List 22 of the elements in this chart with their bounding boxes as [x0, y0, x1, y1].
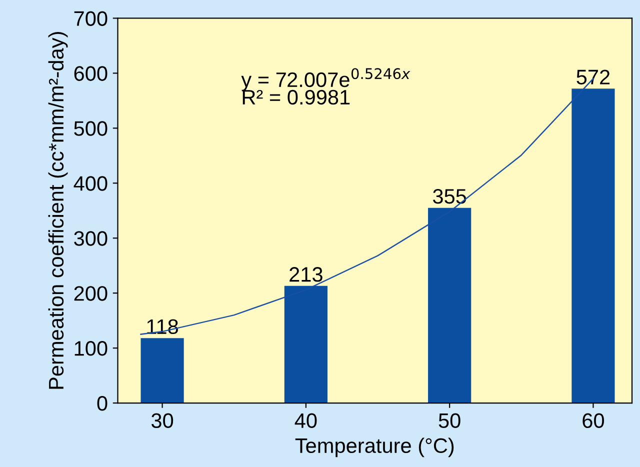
data-label: 213 [290, 267, 322, 282]
x-axis-title: Temperature (°C) [295, 438, 454, 458]
x-tick-label: 30 [152, 413, 174, 428]
bar [572, 88, 615, 404]
annotation: R² = 0.9981 [242, 90, 350, 105]
y-tick-label: 700 [74, 11, 108, 26]
y-tick-label: 400 [74, 176, 108, 191]
x-tick-label: 40 [294, 413, 317, 428]
x-tick-label: 60 [582, 413, 604, 428]
y-axis-title: Permeation coefficient (cc*mm/m²-day) [48, 32, 68, 389]
bar [140, 338, 184, 404]
bar [428, 208, 472, 404]
data-label: 355 [432, 189, 466, 204]
data-label: 572 [576, 70, 610, 84]
x-tick-label: 50 [438, 413, 460, 428]
y-tick-label: 500 [74, 121, 108, 136]
bar [284, 286, 328, 404]
y-tick-label: 100 [74, 341, 108, 356]
y-tick-label: 200 [74, 286, 108, 301]
y-tick-label: 0 [97, 396, 108, 411]
y-tick-label: 300 [74, 231, 108, 246]
y-tick-label: 600 [74, 66, 108, 81]
